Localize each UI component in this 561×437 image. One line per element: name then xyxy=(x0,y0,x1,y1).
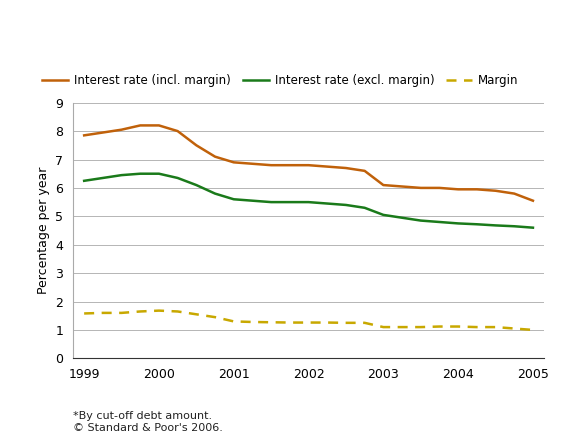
Legend: Interest rate (incl. margin), Interest rate (excl. margin), Margin: Interest rate (incl. margin), Interest r… xyxy=(38,69,523,92)
Text: Chart 1: Weighted-Average Interest Rate, Interest Rate Before Margin, and Loan: Chart 1: Weighted-Average Interest Rate,… xyxy=(14,10,561,23)
Y-axis label: Percentage per year: Percentage per year xyxy=(36,167,50,294)
Text: *By cut-off debt amount.
© Standard & Poor's 2006.: *By cut-off debt amount. © Standard & Po… xyxy=(73,411,223,433)
Text: Margin*: Margin* xyxy=(14,36,73,49)
